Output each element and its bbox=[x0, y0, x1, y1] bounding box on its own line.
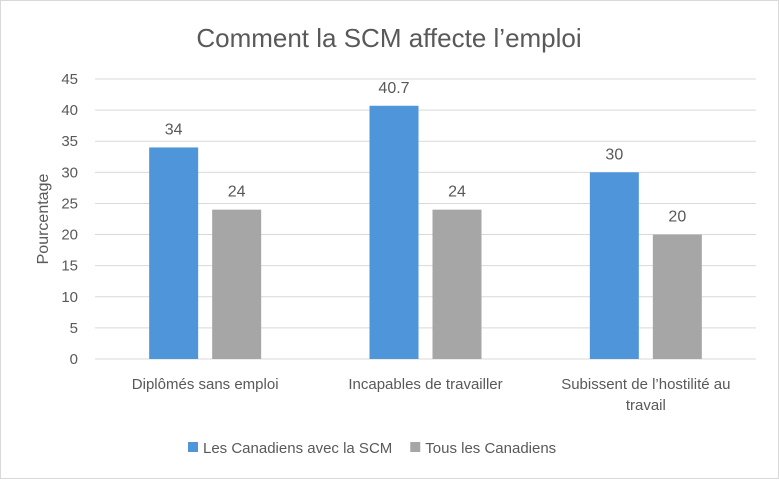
y-tick-label: 30 bbox=[61, 164, 78, 181]
legend-swatch bbox=[188, 442, 198, 452]
y-tick-label: 35 bbox=[61, 133, 78, 150]
y-tick-label: 20 bbox=[61, 227, 78, 244]
bar bbox=[652, 234, 702, 359]
data-label: 30 bbox=[605, 146, 623, 163]
bar bbox=[589, 172, 639, 359]
y-tick-label: 5 bbox=[70, 320, 78, 337]
x-tick-label: travail bbox=[626, 397, 666, 414]
x-tick-label: Diplômés sans emploi bbox=[132, 376, 279, 393]
chart-title: Comment la SCM affecte l’emploi bbox=[196, 23, 581, 53]
y-tick-label: 10 bbox=[61, 289, 78, 306]
data-label: 20 bbox=[668, 209, 686, 226]
y-tick-label: 40 bbox=[61, 102, 78, 119]
data-label: 34 bbox=[165, 121, 183, 138]
y-axis-label: Pourcentage bbox=[35, 174, 52, 265]
legend-swatch bbox=[410, 442, 421, 452]
y-tick-label: 0 bbox=[70, 351, 78, 368]
bar bbox=[369, 105, 419, 359]
bar bbox=[432, 209, 482, 359]
data-label: 24 bbox=[448, 184, 466, 201]
data-label: 40.7 bbox=[378, 80, 409, 97]
legend-label: Tous les Canadiens bbox=[425, 440, 556, 457]
bar bbox=[149, 147, 199, 359]
x-tick-label: Incapables de travailler bbox=[348, 376, 502, 393]
bar bbox=[212, 209, 262, 359]
y-tick-label: 45 bbox=[61, 71, 78, 88]
y-tick-label: 15 bbox=[61, 258, 78, 275]
data-label: 24 bbox=[228, 184, 246, 201]
legend-label: Les Canadiens avec la SCM bbox=[203, 440, 392, 457]
y-tick-label: 25 bbox=[61, 195, 78, 212]
x-tick-label: Subissent de l’hostilité au bbox=[561, 376, 730, 393]
